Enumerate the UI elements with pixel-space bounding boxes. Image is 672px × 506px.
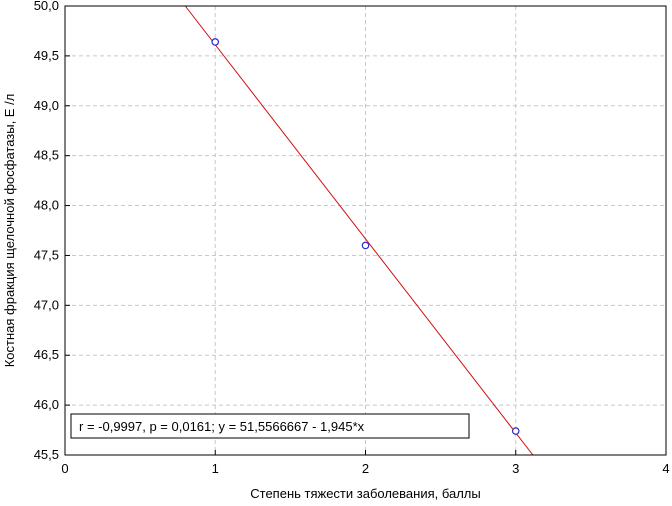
x-tick-label: 2 [362,461,369,476]
y-tick-label: 46,5 [34,347,59,362]
data-point [211,38,220,46]
grid-lines [65,6,666,455]
data-point [511,427,520,435]
x-axis-title: Степень тяжести заболевания, баллы [250,486,481,501]
y-tick-label: 49,5 [34,48,59,63]
plot-frame [64,5,667,456]
y-tick-label: 48,5 [34,148,59,163]
y-tick-label: 48,0 [34,198,59,213]
annotation-box: r = -0,9997, p = 0,0161; y = 51,5566667 … [70,413,470,439]
y-tick-label: 47,0 [34,297,59,312]
y-axis-title: Костная фракция щелочной фосфатазы, Е /л [2,94,17,368]
y-tick-label: 45,5 [34,447,59,462]
x-tick-label: 1 [212,461,219,476]
x-tick-label: 0 [61,461,68,476]
x-tick-label: 3 [512,461,519,476]
data-point [361,241,370,250]
x-tick-label: 4 [662,461,669,476]
annotation-frame [70,413,470,439]
y-axis-ticks: 45,5 46,0 46,5 47,0 47,5 48,0 48,5 49,0 49,5 50,0 [34,0,70,462]
y-tick-label: 50,0 [34,0,59,13]
x-axis-ticks: 0 1 2 3 4 [61,450,670,476]
y-tick-label: 47,5 [34,247,59,262]
y-tick-label: 46,0 [34,397,59,412]
annotation-text: r = -0,9997, p = 0,0161; y = 51,5566667 … [79,419,365,434]
regression-line [184,5,534,456]
plot-area [184,5,534,456]
y-tick-label: 49,0 [34,98,59,113]
